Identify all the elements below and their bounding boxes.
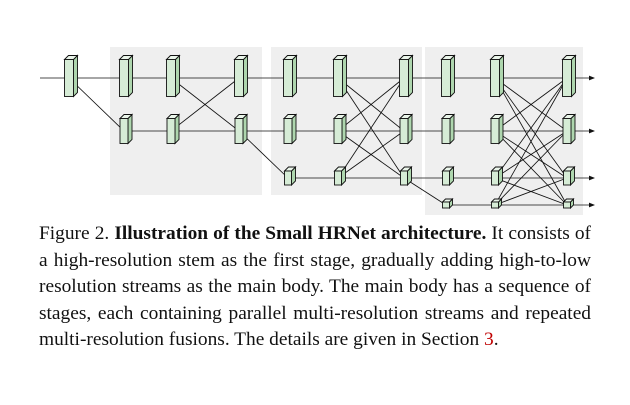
hrnet-architecture-diagram [40, 47, 595, 215]
stage-3-block [332, 54, 348, 98]
fusion-line [337, 77, 405, 179]
figure-title: Illustration of the Small HRNet architec… [114, 223, 487, 244]
stage-4-block [561, 54, 577, 98]
fusion-line [494, 130, 568, 206]
section-reference-link[interactable]: 3 [484, 329, 494, 350]
stage-4-block [562, 197, 575, 210]
stage-3-block [332, 113, 348, 145]
stage-4-block [440, 54, 456, 98]
fusion-line [337, 77, 405, 132]
stage-4-block [490, 197, 503, 210]
figure-label: Figure 2. [39, 223, 110, 244]
stage-4-block [490, 165, 504, 187]
stage-2-block [233, 113, 249, 145]
caption-body: It consists of a high-resolution stem as… [39, 223, 591, 350]
stage-3-block [398, 54, 414, 98]
stage-4-block [561, 113, 577, 145]
stage-2-block [165, 113, 181, 145]
stage-2-block [118, 113, 134, 145]
stage-3-block [282, 113, 298, 145]
stage-3-block [399, 165, 413, 187]
downsample-line [68, 77, 125, 132]
fusion-connections [40, 75, 595, 208]
stage-4-block [441, 197, 454, 210]
stage-3-block [282, 54, 298, 98]
downsample-line [403, 177, 447, 206]
fusion-line [494, 77, 568, 132]
fusion-line [170, 77, 240, 132]
stage-2-block [233, 54, 249, 98]
fusion-line [337, 130, 405, 179]
stage-4-block [441, 165, 455, 187]
fusion-line [494, 177, 568, 206]
stage-4-block [562, 165, 576, 187]
stage-4-block [440, 113, 456, 145]
stage-2-block [165, 54, 181, 98]
stage-2-block [118, 54, 134, 98]
fusion-line [494, 77, 568, 179]
stage-3-block [333, 165, 347, 187]
stage-4-block [489, 113, 505, 145]
stage-3-block [398, 113, 414, 145]
fusion-line [494, 77, 568, 206]
figure-caption: Figure 2. Illustration of the Small HRNe… [39, 221, 591, 354]
stage-1-block [63, 54, 79, 98]
stage-3-block [283, 165, 297, 187]
stage-4-block [489, 54, 505, 98]
feature-map-blocks [63, 54, 577, 210]
fusion-line [494, 130, 568, 179]
caption-end: . [493, 329, 499, 350]
